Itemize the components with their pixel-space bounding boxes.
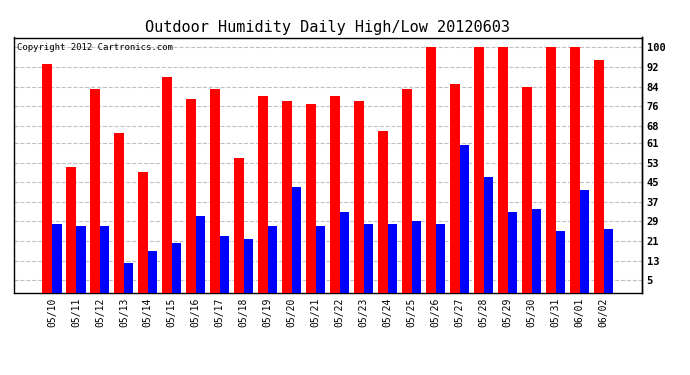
Bar — [306, 104, 316, 292]
Bar — [66, 168, 76, 292]
Bar — [196, 216, 206, 292]
Bar — [522, 87, 531, 292]
Bar — [378, 130, 388, 292]
Bar — [484, 177, 493, 292]
Bar — [474, 47, 484, 292]
Bar — [244, 238, 253, 292]
Bar — [42, 64, 52, 292]
Bar — [604, 229, 613, 292]
Bar — [186, 99, 196, 292]
Bar — [90, 89, 100, 292]
Bar — [162, 77, 172, 292]
Bar — [115, 133, 124, 292]
Bar — [354, 101, 364, 292]
Text: Copyright 2012 Cartronics.com: Copyright 2012 Cartronics.com — [17, 43, 172, 52]
Bar — [402, 89, 412, 292]
Bar — [76, 226, 86, 292]
Bar — [268, 226, 277, 292]
Bar — [148, 251, 157, 292]
Bar — [435, 224, 445, 292]
Bar — [546, 47, 555, 292]
Bar — [426, 47, 435, 292]
Bar — [364, 224, 373, 292]
Bar — [316, 226, 326, 292]
Bar — [498, 47, 508, 292]
Bar — [210, 89, 220, 292]
Title: Outdoor Humidity Daily High/Low 20120603: Outdoor Humidity Daily High/Low 20120603 — [146, 20, 510, 35]
Bar — [220, 236, 229, 292]
Bar — [138, 172, 148, 292]
Bar — [339, 211, 349, 292]
Bar — [594, 60, 604, 292]
Bar — [555, 231, 565, 292]
Bar — [450, 84, 460, 292]
Bar — [124, 263, 133, 292]
Bar — [282, 101, 292, 292]
Bar — [172, 243, 181, 292]
Bar — [292, 187, 302, 292]
Bar — [531, 209, 541, 292]
Bar — [234, 158, 244, 292]
Bar — [330, 96, 339, 292]
Bar — [570, 47, 580, 292]
Bar — [258, 96, 268, 292]
Bar — [460, 146, 469, 292]
Bar — [52, 224, 61, 292]
Bar — [388, 224, 397, 292]
Bar — [580, 189, 589, 292]
Bar — [412, 221, 422, 292]
Bar — [100, 226, 110, 292]
Bar — [508, 211, 518, 292]
